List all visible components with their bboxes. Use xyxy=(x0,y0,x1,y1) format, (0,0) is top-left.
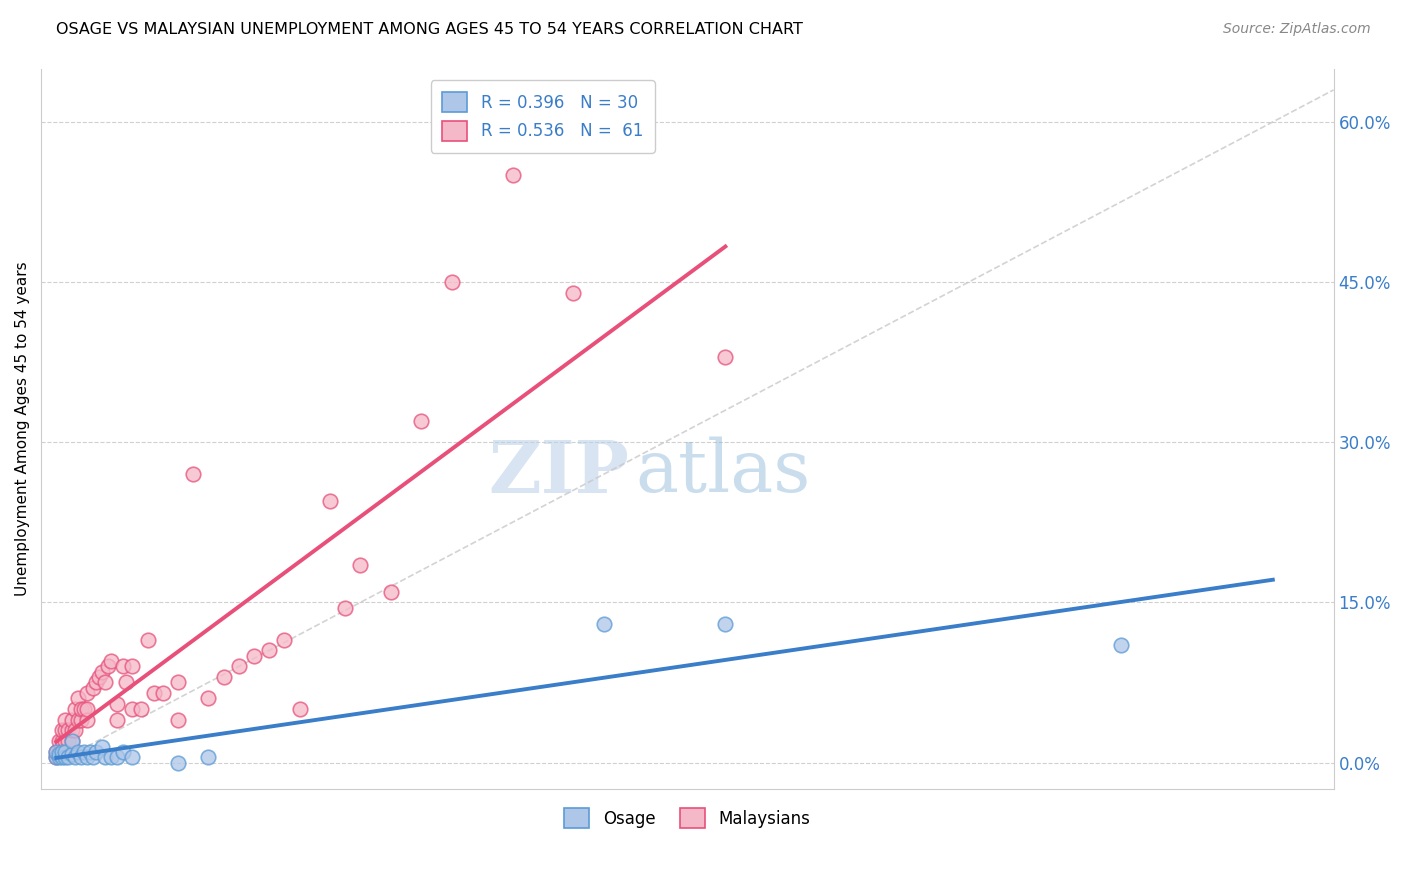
Point xyxy=(69,713,91,727)
Point xyxy=(502,169,524,183)
Point xyxy=(197,750,219,764)
Point xyxy=(51,745,73,759)
Point xyxy=(112,745,135,759)
Point xyxy=(349,558,371,572)
Point xyxy=(48,750,70,764)
Point xyxy=(51,745,73,759)
Point xyxy=(76,702,98,716)
Point xyxy=(84,745,107,759)
Point xyxy=(131,702,153,716)
Point xyxy=(55,734,77,748)
Point xyxy=(51,750,73,764)
Point xyxy=(60,723,83,738)
Point xyxy=(73,745,96,759)
Text: Source: ZipAtlas.com: Source: ZipAtlas.com xyxy=(1223,22,1371,37)
Point xyxy=(69,702,91,716)
Point xyxy=(55,713,77,727)
Point xyxy=(51,723,73,738)
Point xyxy=(60,747,83,761)
Point xyxy=(592,616,614,631)
Text: OSAGE VS MALAYSIAN UNEMPLOYMENT AMONG AGES 45 TO 54 YEARS CORRELATION CHART: OSAGE VS MALAYSIAN UNEMPLOYMENT AMONG AG… xyxy=(56,22,803,37)
Point xyxy=(82,750,104,764)
Point xyxy=(87,670,110,684)
Point xyxy=(63,702,86,716)
Point xyxy=(73,702,96,716)
Point xyxy=(288,702,311,716)
Point xyxy=(94,675,117,690)
Point xyxy=(112,659,135,673)
Point xyxy=(66,745,89,759)
Point xyxy=(69,750,91,764)
Point xyxy=(380,584,402,599)
Point xyxy=(55,723,77,738)
Point xyxy=(51,734,73,748)
Text: ZIP: ZIP xyxy=(488,436,630,508)
Point xyxy=(714,350,737,364)
Point xyxy=(136,632,159,647)
Point xyxy=(167,756,190,770)
Point xyxy=(105,697,128,711)
Point xyxy=(440,275,463,289)
Y-axis label: Unemployment Among Ages 45 to 54 years: Unemployment Among Ages 45 to 54 years xyxy=(15,261,30,596)
Point xyxy=(66,713,89,727)
Point xyxy=(58,750,80,764)
Point xyxy=(167,675,190,690)
Point xyxy=(45,745,67,759)
Point xyxy=(212,670,235,684)
Point xyxy=(181,467,204,482)
Point xyxy=(45,745,67,759)
Point xyxy=(60,713,83,727)
Point xyxy=(105,750,128,764)
Point xyxy=(100,654,122,668)
Point xyxy=(273,632,295,647)
Point xyxy=(121,750,143,764)
Point xyxy=(55,750,77,764)
Point xyxy=(243,648,266,663)
Point xyxy=(105,713,128,727)
Point xyxy=(58,723,80,738)
Point xyxy=(48,745,70,759)
Point xyxy=(167,713,190,727)
Point xyxy=(60,734,83,748)
Point xyxy=(142,686,165,700)
Point xyxy=(45,750,67,764)
Point xyxy=(63,723,86,738)
Point xyxy=(714,616,737,631)
Point xyxy=(152,686,174,700)
Point xyxy=(84,675,107,690)
Point xyxy=(48,747,70,761)
Point xyxy=(197,691,219,706)
Point xyxy=(562,285,585,300)
Point xyxy=(79,745,101,759)
Point xyxy=(63,750,86,764)
Point xyxy=(121,702,143,716)
Point xyxy=(100,750,122,764)
Point xyxy=(66,691,89,706)
Point xyxy=(76,713,98,727)
Point xyxy=(121,659,143,673)
Point xyxy=(76,686,98,700)
Point xyxy=(319,494,342,508)
Point xyxy=(58,734,80,748)
Point xyxy=(82,681,104,695)
Point xyxy=(91,739,114,754)
Point xyxy=(48,734,70,748)
Text: atlas: atlas xyxy=(636,437,811,508)
Point xyxy=(115,675,138,690)
Point xyxy=(76,750,98,764)
Point xyxy=(228,659,250,673)
Legend: Osage, Malaysians: Osage, Malaysians xyxy=(558,801,817,835)
Point xyxy=(91,665,114,679)
Point xyxy=(55,745,77,759)
Point xyxy=(45,750,67,764)
Point xyxy=(60,734,83,748)
Point xyxy=(97,659,120,673)
Point xyxy=(335,600,357,615)
Point xyxy=(411,414,433,428)
Point xyxy=(1109,638,1132,652)
Point xyxy=(257,643,280,657)
Point xyxy=(94,750,117,764)
